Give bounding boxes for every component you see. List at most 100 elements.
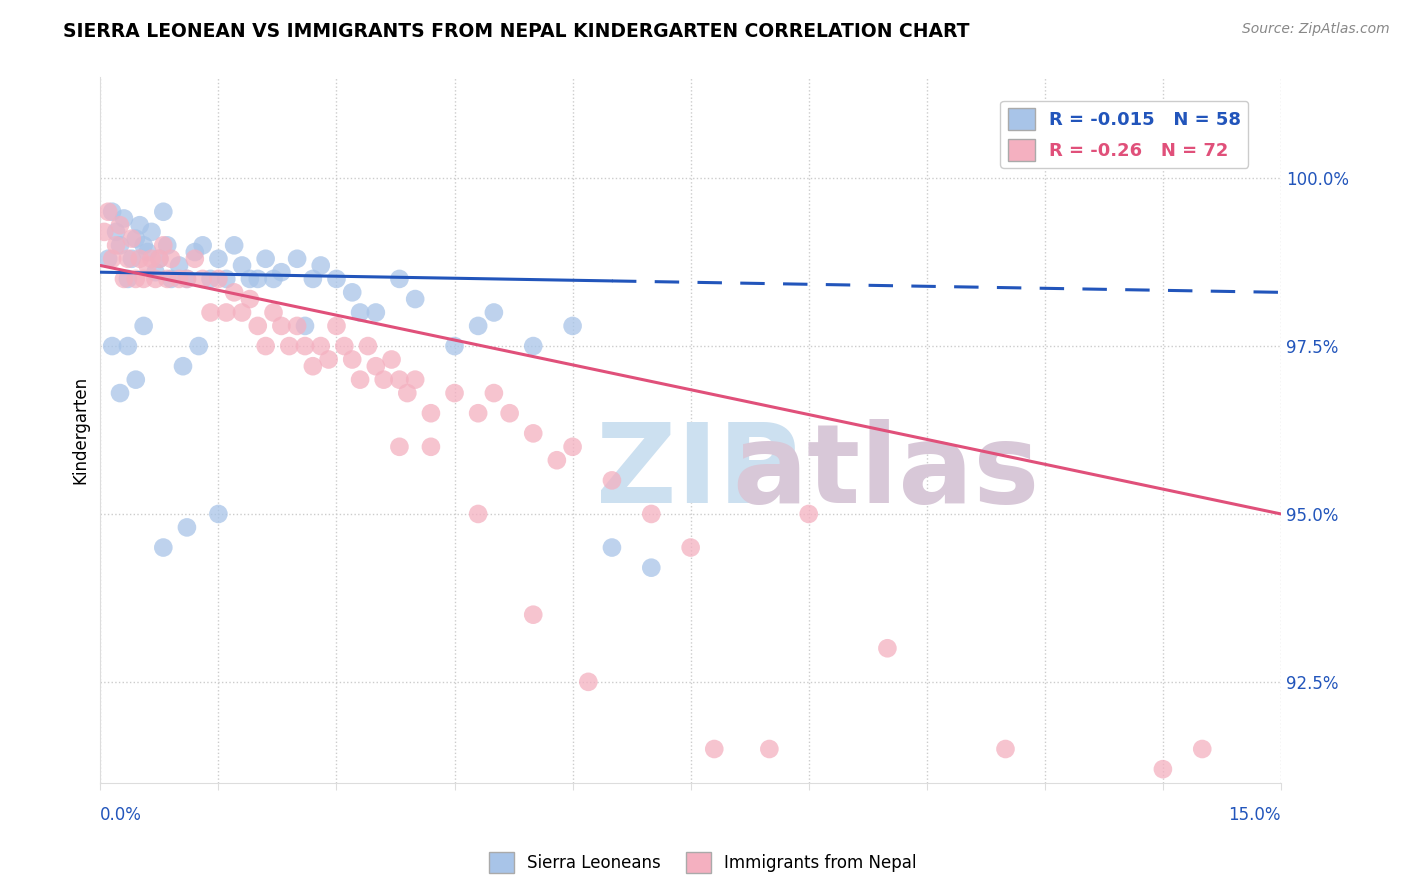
Point [239,292,262,306]
Point [349,305,371,319]
Point [443,339,465,353]
Point [184,245,207,260]
Point [121,232,143,246]
Point [117,272,139,286]
Text: 15.0%: 15.0% [1229,806,1281,824]
Point [200,305,222,319]
Point [797,507,820,521]
Point [215,272,238,286]
Point [246,272,269,286]
Point [136,259,159,273]
Point [207,272,229,286]
Point [396,386,419,401]
Point [101,204,124,219]
Point [467,507,489,521]
Point [561,440,583,454]
Point [388,272,411,286]
Point [285,318,308,333]
Point [254,339,277,353]
Point [482,305,505,319]
Point [108,218,131,232]
Point [128,252,150,266]
Point [342,352,364,367]
Point [156,238,179,252]
Point [325,318,347,333]
Point [482,386,505,401]
Point [388,373,411,387]
Point [357,339,380,353]
Point [152,541,174,555]
Point [160,272,183,286]
Point [176,272,198,286]
Point [145,272,167,286]
Text: ZIP: ZIP [596,419,800,525]
Point [187,339,209,353]
Point [1152,762,1174,776]
Point [97,252,120,266]
Point [97,204,120,219]
Point [278,339,301,353]
Point [224,285,246,300]
Point [105,225,128,239]
Point [302,272,325,286]
Point [112,272,135,286]
Point [498,406,520,420]
Text: 0.0%: 0.0% [100,806,142,824]
Point [125,373,148,387]
Legend: R = -0.015   N = 58, R = -0.26   N = 72: R = -0.015 N = 58, R = -0.26 N = 72 [1000,101,1249,168]
Point [117,252,139,266]
Point [105,238,128,252]
Point [148,252,170,266]
Point [342,285,364,300]
Point [380,352,402,367]
Point [231,305,253,319]
Point [263,272,285,286]
Y-axis label: Kindergarten: Kindergarten [72,376,89,484]
Point [576,674,599,689]
Point [561,318,583,333]
Point [136,245,159,260]
Point [467,318,489,333]
Point [108,238,131,252]
Point [302,359,325,374]
Point [160,252,183,266]
Point [325,272,347,286]
Point [364,305,387,319]
Point [1191,742,1213,756]
Point [172,359,194,374]
Point [270,265,292,279]
Point [600,474,623,488]
Text: atlas: atlas [733,419,1039,525]
Point [546,453,568,467]
Point [443,386,465,401]
Point [112,211,135,226]
Point [309,339,332,353]
Point [246,318,269,333]
Point [294,318,316,333]
Point [200,272,222,286]
Point [176,520,198,534]
Point [309,259,332,273]
Point [121,252,143,266]
Point [132,238,155,252]
Point [404,373,426,387]
Point [467,406,489,420]
Point [125,272,148,286]
Point [148,252,170,266]
Point [270,318,292,333]
Text: SIERRA LEONEAN VS IMMIGRANTS FROM NEPAL KINDERGARTEN CORRELATION CHART: SIERRA LEONEAN VS IMMIGRANTS FROM NEPAL … [63,22,970,41]
Point [141,225,163,239]
Point [215,305,238,319]
Legend: Sierra Leoneans, Immigrants from Nepal: Sierra Leoneans, Immigrants from Nepal [482,846,924,880]
Point [333,339,356,353]
Point [294,339,316,353]
Point [419,440,441,454]
Point [522,426,544,441]
Text: Source: ZipAtlas.com: Source: ZipAtlas.com [1241,22,1389,37]
Point [156,272,179,286]
Point [184,252,207,266]
Point [152,204,174,219]
Point [758,742,780,756]
Point [364,359,387,374]
Point [191,272,214,286]
